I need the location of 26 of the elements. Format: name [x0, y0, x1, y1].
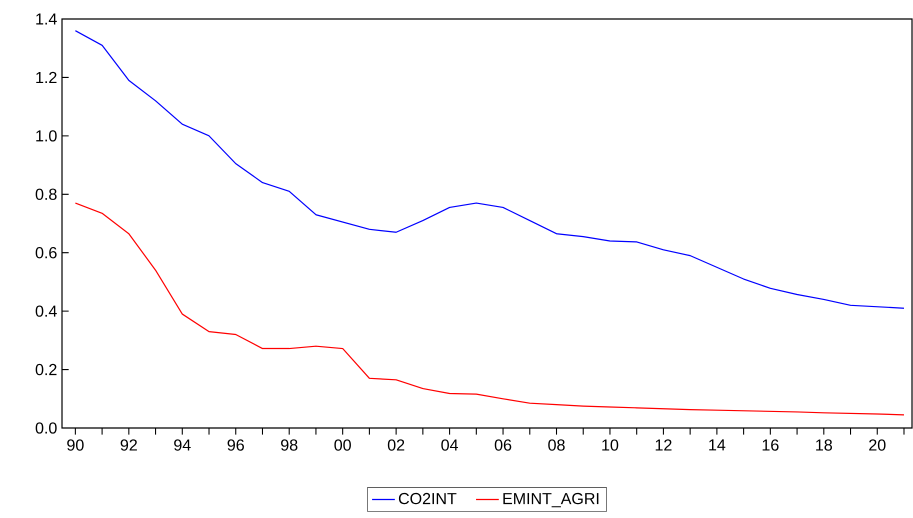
x-tick-label: 00 — [334, 439, 351, 451]
x-tick-label: 16 — [762, 439, 779, 451]
x-tick-label: 06 — [494, 439, 512, 451]
y-tick-label: 0.4 — [36, 305, 57, 317]
y-tick-label: 0.6 — [36, 247, 57, 258]
x-tick-label: 08 — [548, 439, 565, 451]
x-tick-label: 10 — [602, 439, 618, 451]
x-tick-label: 96 — [228, 439, 244, 451]
x-tick-label: 94 — [174, 439, 191, 451]
legend-label: CO2INT — [398, 492, 456, 504]
y-tick-label: 0.2 — [36, 364, 56, 376]
x-tick-label: 92 — [120, 439, 137, 451]
legend-label: EMINT_AGRI — [503, 492, 598, 508]
x-tick-label: 20 — [869, 439, 886, 451]
x-tick-label: 12 — [656, 439, 672, 451]
x-tick-label: 02 — [388, 439, 404, 451]
y-tick-label: 1.2 — [36, 72, 56, 84]
y-tick-label: 0.0 — [36, 422, 57, 434]
x-tick-label: 90 — [67, 439, 84, 451]
y-tick-label: 1.4 — [36, 14, 57, 24]
x-tick-label: 98 — [281, 439, 298, 451]
y-tick-label: 1.0 — [36, 130, 57, 142]
x-tick-label: 14 — [709, 439, 726, 450]
x-tick-label: 04 — [441, 439, 458, 451]
x-tick-label: 18 — [816, 439, 832, 451]
y-tick-label: 0.8 — [36, 188, 57, 200]
